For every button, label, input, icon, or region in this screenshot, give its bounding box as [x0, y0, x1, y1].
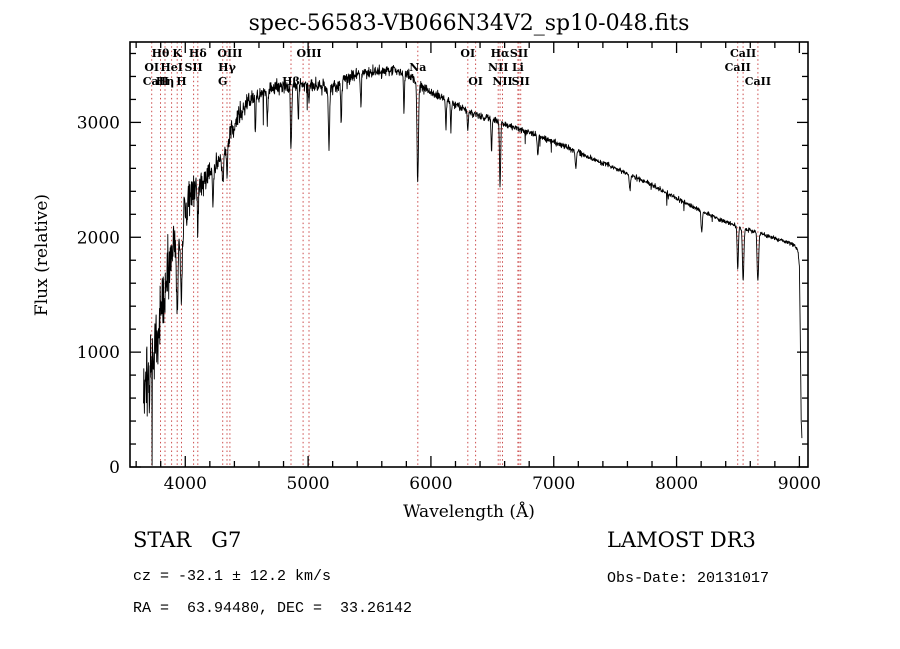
plot-area: 4000 5000 6000 7000 8000 9000 0 1000 2000 3000 Hθ K… — [77, 41, 821, 494]
spectral-line-label: Hγ — [218, 61, 236, 74]
spectrum — [143, 64, 803, 466]
y-tick-label: 1000 — [77, 343, 120, 363]
axes: 4000 5000 6000 7000 8000 9000 0 1000 2000 3000 — [77, 41, 821, 494]
spectral-line-label: OIII — [217, 47, 242, 60]
spectral-line-label: SII — [510, 47, 528, 60]
spectral-line-label: CaII — [143, 75, 169, 88]
plot-border — [129, 41, 809, 468]
chart-title: spec-56583-VB066N34V2_sp10-048.fits — [249, 11, 690, 36]
spectrum-path — [143, 64, 803, 466]
spectral-line-label: SII — [184, 61, 202, 74]
object-class-line: STAR G7 — [133, 528, 242, 552]
spectral-line-label: Na — [409, 61, 426, 74]
ra-dec-line: RA = 63.94480, DEC = 33.26142 — [133, 600, 413, 617]
x-axis-label: Wavelength (Å) — [403, 501, 535, 522]
spectral-line-label: H — [176, 75, 186, 88]
x-tick-label: 7000 — [532, 474, 575, 494]
y-tick-label: 3000 — [77, 113, 120, 133]
spectral-line-label: Hα — [491, 47, 510, 60]
y-tick-label: 2000 — [77, 228, 120, 248]
obs-date-line: Obs-Date: 20131017 — [607, 570, 770, 587]
y-axis-label: Flux (relative) — [32, 194, 52, 316]
spectral-line-label: SII — [512, 75, 530, 88]
spectral-line-label: NII — [492, 75, 512, 88]
cz-line: cz = -32.1 ± 12.2 km/s — [133, 568, 332, 585]
spectral-line-label: NII — [488, 61, 508, 74]
x-tick-label: 5000 — [286, 474, 329, 494]
spectral-line-label: G — [218, 75, 227, 88]
x-tick-label: 9000 — [778, 474, 821, 494]
spectral-line-label: Hθ — [152, 47, 170, 60]
spectral-line-label: Hη — [156, 75, 174, 88]
spectral-line-label: Hδ — [189, 47, 207, 60]
spectral-line-label: OI — [460, 47, 475, 60]
spectral-line-label: OI — [468, 75, 483, 88]
x-tick-label: 4000 — [164, 474, 207, 494]
spectral-line-label: Hβ — [282, 75, 300, 88]
x-tick-label: 8000 — [655, 474, 698, 494]
spectral-line-label: OI — [144, 61, 159, 74]
spectral-line-label: CaII — [725, 61, 751, 74]
spectral-line-label: HeI — [160, 61, 183, 74]
x-tick-label: 6000 — [409, 474, 452, 494]
y-tick-label: 0 — [109, 458, 120, 478]
spectral-line-label: CaII — [730, 47, 756, 60]
spectral-line-label: OIII — [296, 47, 321, 60]
survey-label: LAMOST DR3 — [607, 528, 756, 552]
spectral-line-label: K — [172, 47, 182, 60]
spectral-line-label: Li — [512, 61, 524, 74]
spectral-line-label: CaII — [745, 75, 771, 88]
